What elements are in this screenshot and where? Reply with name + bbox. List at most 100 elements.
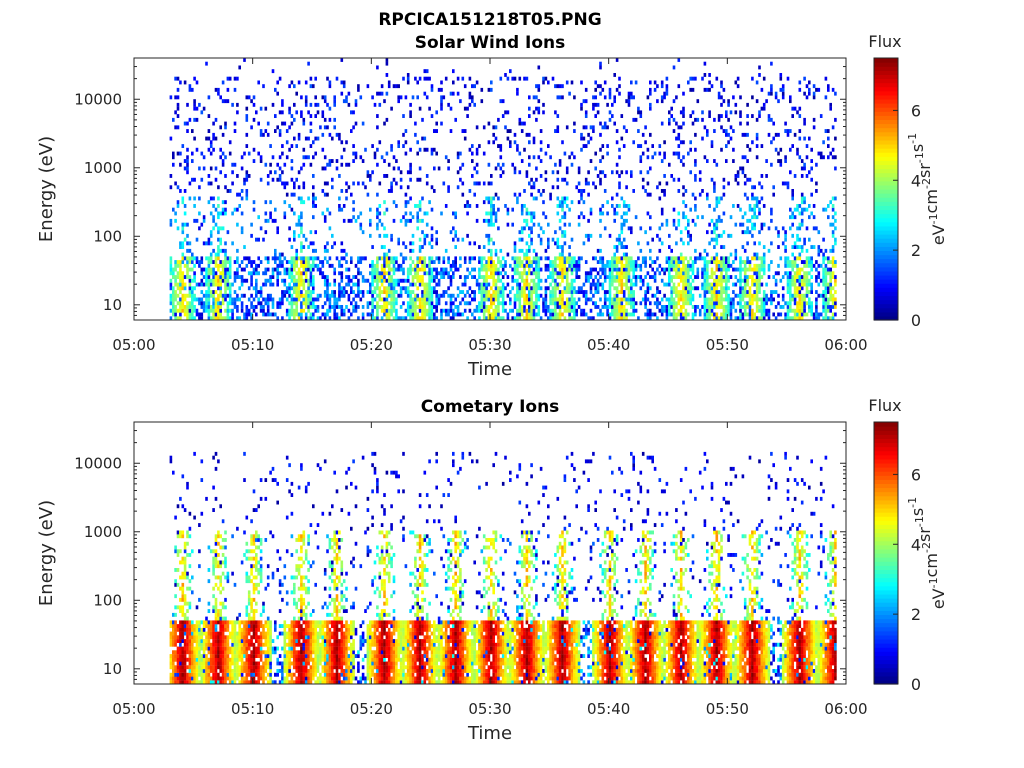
heatmap-cell xyxy=(706,87,709,92)
heatmap-cell xyxy=(630,170,633,175)
heatmap-cell xyxy=(793,275,797,279)
heatmap-cell xyxy=(829,305,832,309)
heatmap-cell xyxy=(746,102,749,107)
heatmap-cell xyxy=(608,87,612,92)
heatmap-cell xyxy=(556,256,560,261)
heatmap-cell xyxy=(689,87,692,92)
heatmap-cell xyxy=(499,301,503,306)
heatmap-cell xyxy=(399,293,403,298)
heatmap-cell xyxy=(539,192,543,197)
heatmap-cell xyxy=(454,117,457,122)
heatmap-cell xyxy=(599,132,602,137)
heatmap-cell xyxy=(630,282,633,287)
heatmap-cell xyxy=(188,248,192,253)
heatmap-cell xyxy=(302,117,306,122)
heatmap-cell xyxy=(679,252,683,257)
heatmap-cell xyxy=(513,293,517,298)
heatmap-cell xyxy=(212,308,215,313)
heatmap-cell xyxy=(528,271,531,276)
heatmap-cell xyxy=(513,248,517,253)
heatmap-cell xyxy=(563,260,567,264)
heatmap-cell xyxy=(547,286,550,291)
heatmap-cell xyxy=(209,241,213,246)
heatmap-cell xyxy=(207,290,211,294)
heatmap-cell xyxy=(577,166,581,171)
heatmap-cell xyxy=(796,275,799,279)
heatmap-cell xyxy=(181,271,185,276)
heatmap-cell xyxy=(568,267,571,272)
heatmap-cell xyxy=(516,267,519,272)
heatmap-cell xyxy=(781,91,785,96)
heatmap-cell xyxy=(513,316,517,321)
heatmap-cell xyxy=(819,114,823,118)
heatmap-cell xyxy=(706,263,709,268)
heatmap-cell xyxy=(224,248,227,253)
heatmap-cell xyxy=(743,192,747,197)
heatmap-cell xyxy=(525,271,529,276)
heatmap-cell xyxy=(492,290,495,294)
heatmap-cell xyxy=(706,192,709,197)
heatmap-cell xyxy=(715,278,719,283)
heatmap-cell xyxy=(815,267,818,272)
heatmap-cell xyxy=(383,211,386,216)
heatmap-cell xyxy=(416,215,419,220)
heatmap-cell xyxy=(456,237,460,242)
heatmap-cell xyxy=(741,215,745,220)
heatmap-cell xyxy=(485,297,488,302)
heatmap-cell xyxy=(418,305,422,309)
heatmap-cell xyxy=(513,260,517,264)
heatmap-cell xyxy=(696,271,700,276)
heatmap-cell xyxy=(278,76,282,81)
heatmap-cell xyxy=(285,271,289,276)
heatmap-cell xyxy=(176,286,180,291)
heatmap-cell xyxy=(706,282,709,287)
heatmap-cell xyxy=(214,260,218,264)
heatmap-cell xyxy=(803,121,806,126)
heatmap-cell xyxy=(720,293,723,298)
heatmap-cell xyxy=(236,267,239,272)
heatmap-cell xyxy=(803,293,806,298)
heatmap-cell xyxy=(608,110,612,115)
heatmap-cell xyxy=(331,293,334,298)
heatmap-cell xyxy=(682,106,685,111)
heatmap-cell xyxy=(786,316,790,321)
heatmap-cell xyxy=(300,305,303,309)
heatmap-cell xyxy=(383,297,386,302)
heatmap-cell xyxy=(725,312,728,317)
heatmap-cell xyxy=(622,237,626,242)
heatmap-cell xyxy=(179,241,182,246)
heatmap-cell xyxy=(708,73,711,77)
heatmap-cell xyxy=(269,211,272,216)
heatmap-cell xyxy=(433,147,436,152)
heatmap-cell xyxy=(278,297,282,302)
heatmap-cell xyxy=(822,207,825,212)
heatmap-cell xyxy=(513,267,517,272)
heatmap-cell xyxy=(376,91,379,96)
heatmap-cell xyxy=(713,290,716,294)
heatmap-cell xyxy=(789,301,792,306)
heatmap-cell xyxy=(668,278,671,283)
heatmap-cell xyxy=(547,241,550,246)
heatmap-cell xyxy=(447,256,450,261)
heatmap-cell xyxy=(309,271,313,276)
heatmap-cell xyxy=(691,76,695,81)
heatmap-cell xyxy=(371,275,374,279)
heatmap-cell xyxy=(672,301,676,306)
heatmap-cell xyxy=(430,267,434,272)
heatmap-cell xyxy=(701,267,704,272)
heatmap-cell xyxy=(224,267,227,272)
heatmap-cell xyxy=(675,256,678,261)
heatmap-cell xyxy=(573,308,576,313)
heatmap-cell xyxy=(262,308,265,313)
heatmap-cell xyxy=(611,263,614,268)
heatmap-cell xyxy=(283,215,287,220)
heatmap-cell xyxy=(304,278,308,283)
heatmap-cell xyxy=(544,177,548,182)
heatmap-cell xyxy=(202,293,206,298)
heatmap-cell xyxy=(563,305,567,309)
heatmap-cell xyxy=(387,316,391,321)
heatmap-cell xyxy=(518,293,522,298)
heatmap-cell xyxy=(188,286,192,291)
heatmap-cell xyxy=(810,245,813,249)
heatmap-cell xyxy=(637,263,640,268)
